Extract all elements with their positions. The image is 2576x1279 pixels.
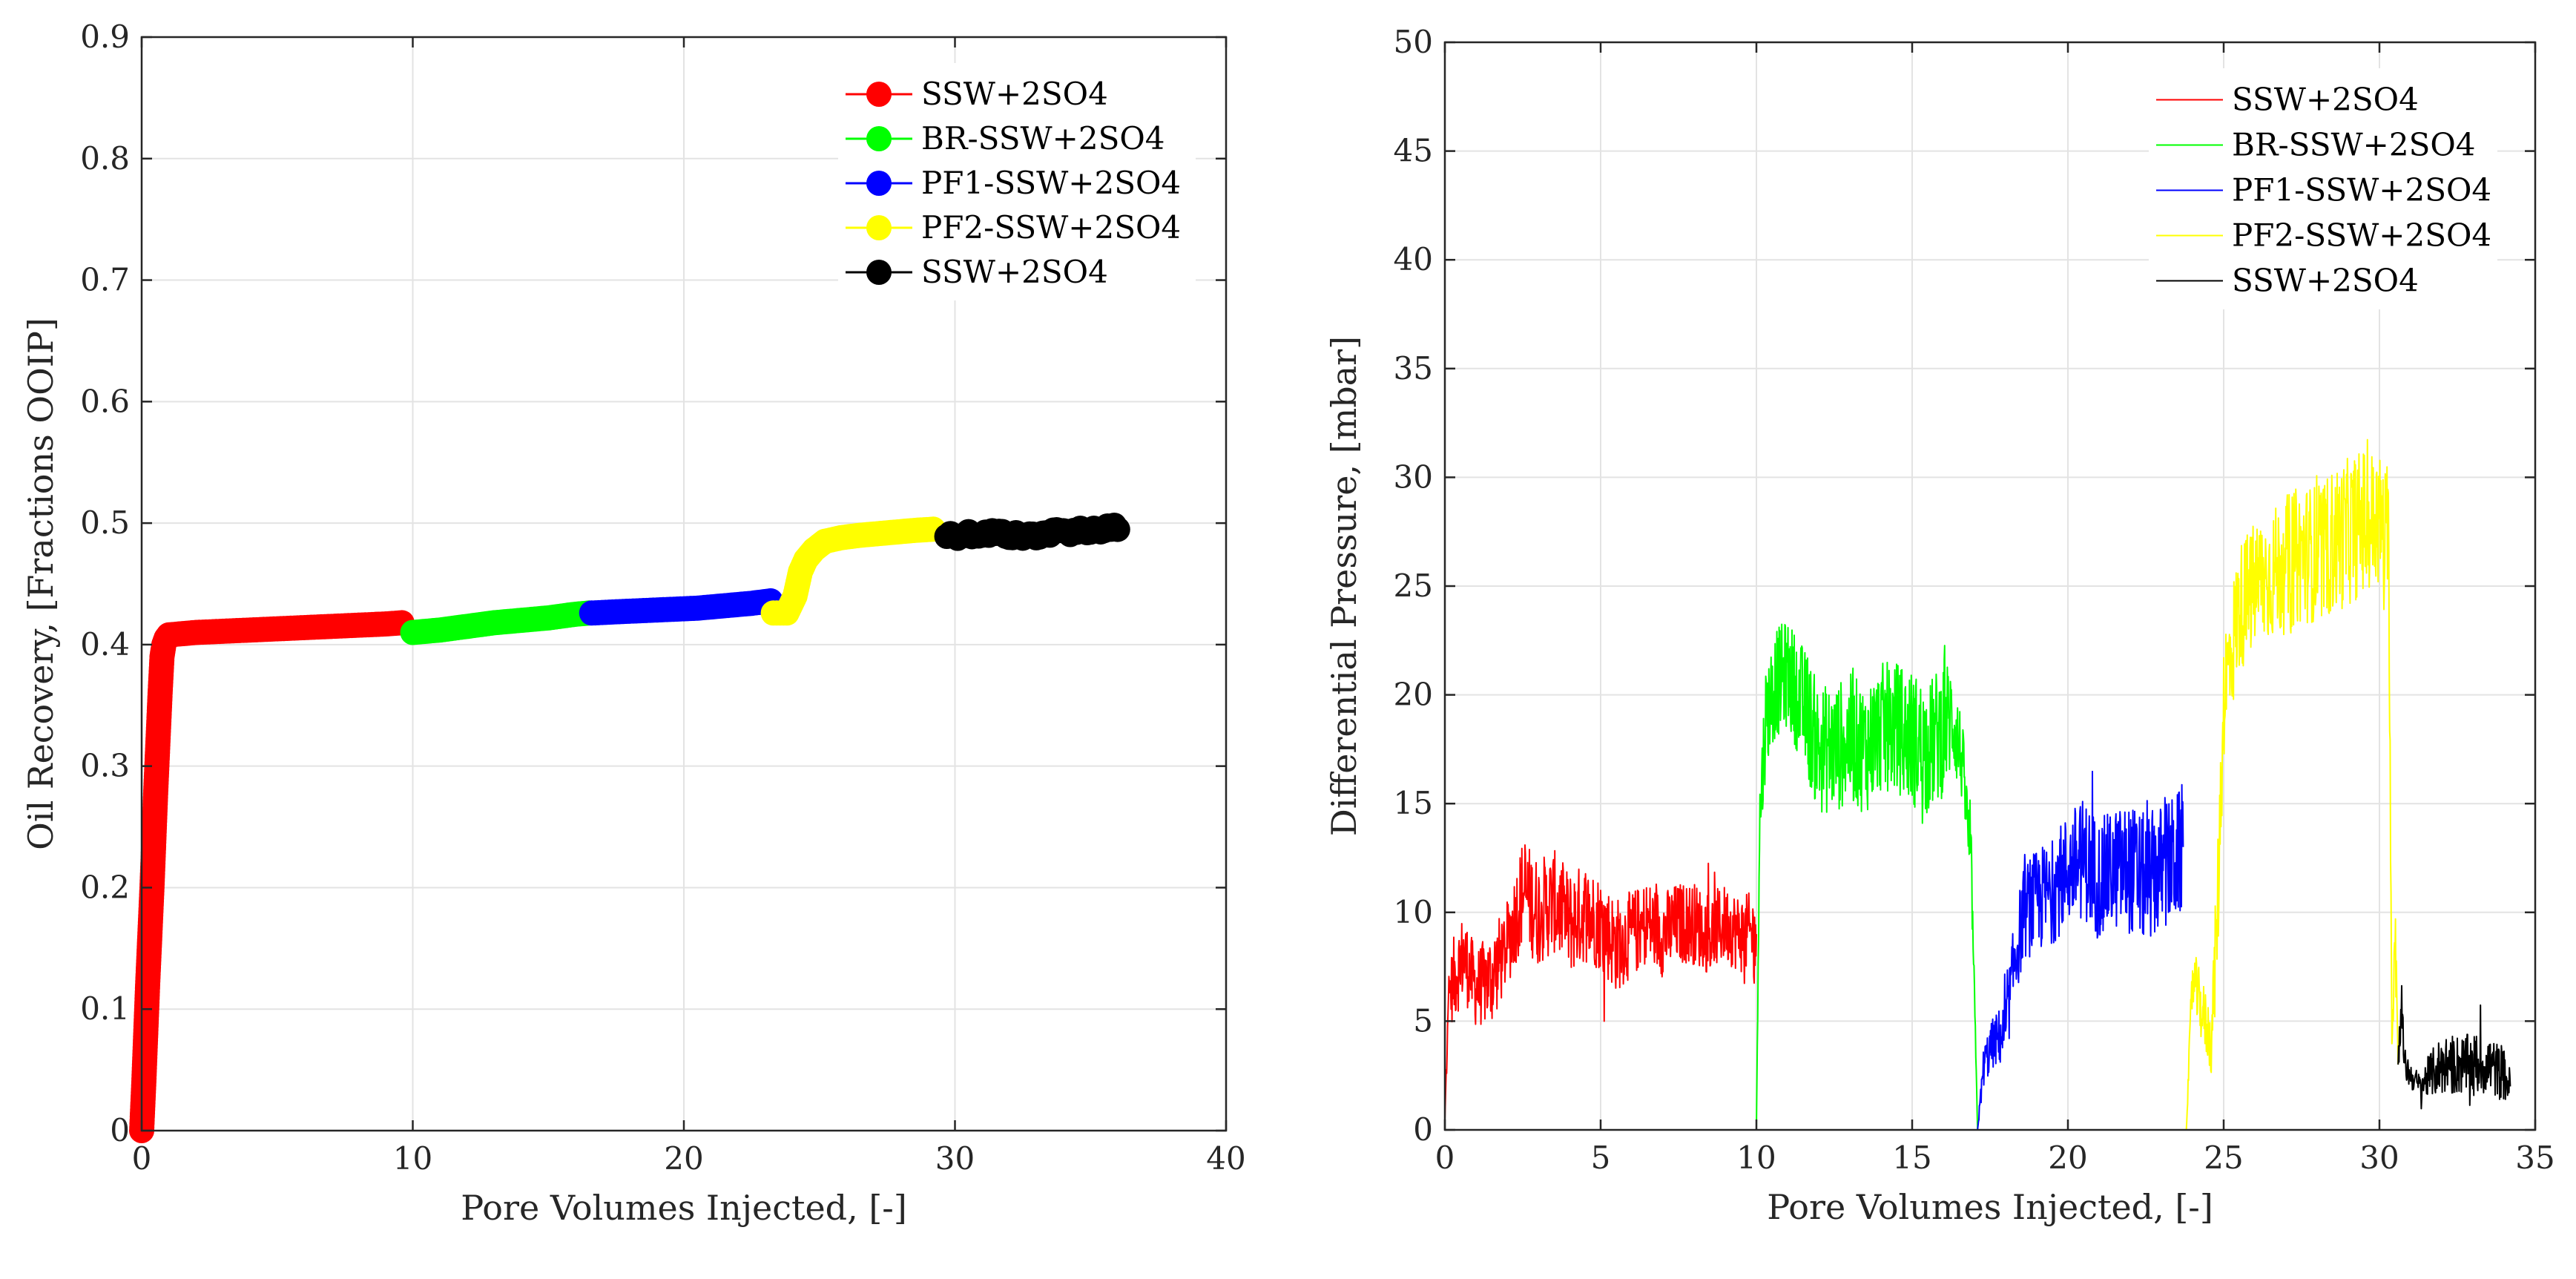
right-legend-box: [2149, 68, 2497, 309]
left-legend: SSW+2SO4 BR-SSW+2SO4 PF1-SSW+2SO4 PF2-SSW+2…: [838, 63, 1196, 300]
left-legend-label: SSW+2SO4: [921, 254, 1108, 290]
left-legend-label: SSW+2SO4: [921, 76, 1108, 112]
left-series-1: [400, 600, 602, 645]
left-legend-item: BR-SSW+2SO4: [846, 120, 1165, 157]
left-y-tick-label: 0.5: [80, 504, 130, 541]
right-legend-label: SSW+2SO4: [2232, 263, 2419, 299]
left-legend-box: [838, 63, 1196, 300]
right-legend-label: BR-SSW+2SO4: [2232, 127, 2476, 163]
right-legend-item: BR-SSW+2SO4: [2156, 127, 2476, 163]
right-series-line: [1977, 770, 2184, 1131]
right-chart-panel: 0 5 10 15 20 25 30 35 0 5 10 15 20 25 30 35 40 45 50 Pore…: [1324, 24, 2555, 1227]
left-x-tick-label: 40: [1206, 1140, 1245, 1177]
left-chart-panel: 0 10 20 30 40 0 0.1 0.2 0.3 0.4 0.5 0.6 0.7 0.8 0.9 P…: [21, 19, 1246, 1228]
left-series-2: [579, 588, 783, 626]
right-legend-item: PF2-SSW+2SO4: [2156, 217, 2491, 254]
right-y-tick-labels: 0 5 10 15 20 25 30 35 40 45 50: [1394, 24, 1433, 1148]
right-y-tick-label: 35: [1394, 350, 1433, 387]
right-tick-marks: [1443, 41, 2537, 1131]
right-x-tick-label: 25: [2204, 1140, 2243, 1176]
left-y-tick-label: 0.9: [80, 19, 130, 55]
left-legend-label: BR-SSW+2SO4: [921, 120, 1165, 157]
right-y-tick-label: 0: [1413, 1111, 1433, 1148]
left-legend-swatch-marker: [866, 126, 892, 151]
right-series-line: [2185, 438, 2399, 1131]
left-y-tick-label: 0: [110, 1112, 130, 1148]
right-y-tick-label: 50: [1394, 24, 1433, 60]
right-y-tick-label: 5: [1413, 1002, 1433, 1039]
right-x-tick-label: 10: [1736, 1140, 1776, 1176]
left-y-tick-label: 0.3: [80, 748, 130, 784]
right-series-2: [1977, 770, 2184, 1131]
left-y-tick-label: 0.4: [80, 626, 130, 662]
left-legend-item: PF1-SSW+2SO4: [846, 165, 1181, 201]
right-legend: SSW+2SO4 BR-SSW+2SO4 PF1-SSW+2SO4 PF2-SSW+2…: [2149, 68, 2497, 309]
left-data-point: [1104, 516, 1130, 542]
right-y-tick-label: 15: [1394, 785, 1433, 821]
right-y-tick-label: 25: [1394, 568, 1433, 604]
right-x-tick-label: 15: [1892, 1140, 1931, 1176]
right-y-axis-label: Differential Pressure, [mbar]: [1324, 336, 1364, 836]
left-y-axis-label: Oil Recovery, [Fractions OOIP]: [21, 318, 61, 850]
right-x-tick-label: 20: [2048, 1140, 2087, 1176]
right-y-tick-label: 30: [1394, 458, 1433, 495]
right-legend-label: PF1-SSW+2SO4: [2232, 172, 2491, 208]
right-data-series: [1444, 438, 2511, 1131]
left-series-4: [934, 512, 1130, 551]
left-legend-swatch-marker: [866, 82, 892, 107]
right-y-tick-label: 20: [1394, 677, 1433, 713]
left-legend-item: SSW+2SO4: [846, 76, 1108, 112]
left-x-tick-label: 0: [132, 1140, 152, 1177]
right-legend-item: SSW+2SO4: [2156, 263, 2419, 299]
right-legend-label: SSW+2SO4: [2232, 82, 2419, 118]
left-series-3: [760, 516, 946, 626]
right-x-tick-labels: 0 5 10 15 20 25 30 35: [1435, 1140, 2555, 1176]
left-legend-swatch-marker: [866, 215, 892, 240]
left-y-tick-labels: 0 0.1 0.2 0.3 0.4 0.5 0.6 0.7 0.8 0.9: [80, 19, 130, 1148]
left-x-tick-label: 10: [393, 1140, 432, 1177]
right-y-tick-label: 40: [1394, 241, 1433, 277]
left-y-tick-label: 0.8: [80, 140, 130, 177]
left-x-tick-labels: 0 10 20 30 40: [132, 1140, 1246, 1177]
left-x-axis-label: Pore Volumes Injected, [-]: [461, 1188, 907, 1228]
left-legend-label: PF2-SSW+2SO4: [921, 209, 1181, 246]
right-series-line: [1756, 623, 1979, 1131]
left-legend-item: PF2-SSW+2SO4: [846, 209, 1181, 246]
left-legend-swatch-marker: [866, 171, 892, 196]
right-x-tick-label: 30: [2359, 1140, 2399, 1176]
right-series-0: [1444, 844, 1757, 1119]
right-x-tick-label: 5: [1591, 1140, 1611, 1176]
left-y-tick-label: 0.1: [80, 990, 130, 1027]
left-x-tick-label: 20: [664, 1140, 703, 1177]
left-y-tick-label: 0.2: [80, 869, 130, 905]
right-series-1: [1756, 623, 1979, 1131]
right-y-tick-label: 45: [1394, 133, 1433, 169]
right-legend-item: PF1-SSW+2SO4: [2156, 172, 2491, 208]
left-legend-swatch-marker: [866, 260, 892, 285]
left-legend-label: PF1-SSW+2SO4: [921, 165, 1181, 201]
left-y-tick-label: 0.7: [80, 262, 130, 298]
right-legend-item: SSW+2SO4: [2156, 82, 2419, 118]
right-series-4: [2397, 984, 2511, 1110]
right-series-3: [2185, 438, 2399, 1131]
left-x-tick-label: 30: [935, 1140, 975, 1177]
right-y-tick-label: 10: [1394, 894, 1433, 930]
left-legend-item: SSW+2SO4: [846, 254, 1108, 290]
right-series-line: [2397, 984, 2511, 1110]
right-x-tick-label: 0: [1435, 1140, 1455, 1176]
right-x-axis-label: Pore Volumes Injected, [-]: [1767, 1187, 2213, 1227]
right-series-line: [1444, 844, 1757, 1119]
right-x-tick-label: 35: [2515, 1140, 2554, 1176]
left-y-tick-label: 0.6: [80, 383, 130, 419]
right-legend-label: PF2-SSW+2SO4: [2232, 217, 2491, 254]
left-tick-marks: [140, 36, 1228, 1132]
